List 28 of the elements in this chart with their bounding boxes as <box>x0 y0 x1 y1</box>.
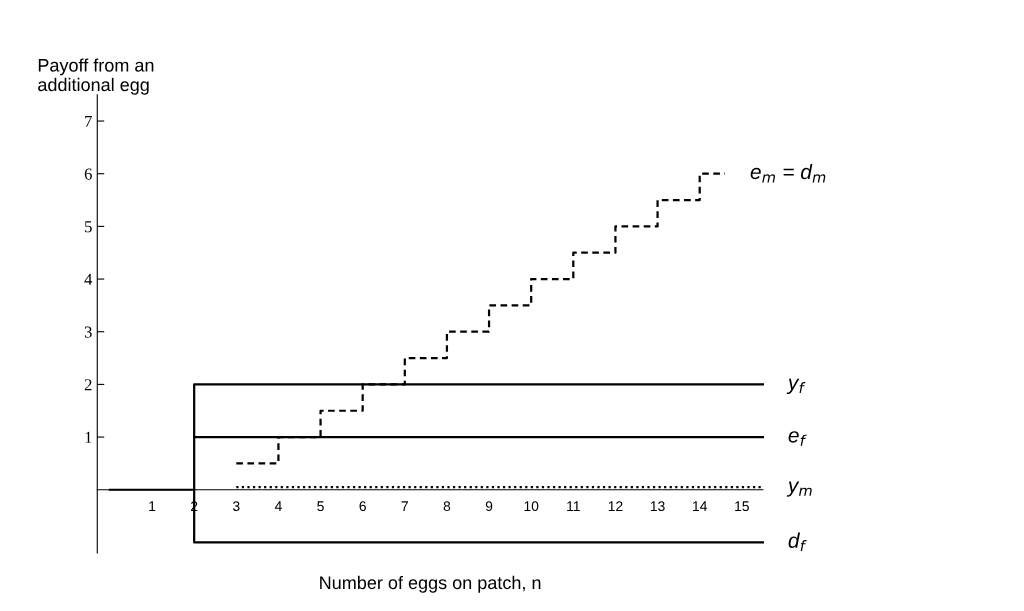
x-tick-label: 15 <box>735 501 749 512</box>
series-label: e$_{f}$ <box>788 431 807 446</box>
x-tick-label: 12 <box>608 501 623 511</box>
x-tick-label: 11 <box>567 501 580 511</box>
y-tick-label: 6 <box>84 168 92 180</box>
x-tick-label: 14 <box>693 501 708 511</box>
x-tick-label: 10 <box>524 501 539 512</box>
y-tick-label: 7 <box>85 115 92 127</box>
x-tick-label: 4 <box>274 501 282 511</box>
x-tick-label: 9 <box>485 501 493 512</box>
series-label: d$_{f}$ <box>788 532 807 552</box>
y-tick-label: 1 <box>85 431 92 443</box>
x-tick-label: 7 <box>401 501 408 511</box>
x-tick-label: 5 <box>317 501 324 512</box>
x-tick-label: 6 <box>359 501 366 512</box>
y-tick-label: 5 <box>85 221 92 233</box>
series-label: y$_{f}$ <box>786 378 806 395</box>
series-label: y$_{m}$ <box>786 481 812 497</box>
y-tick-label: 3 <box>84 326 92 338</box>
x-tick-label: 3 <box>232 501 240 512</box>
x-axis-title: Number of eggs on patch, n <box>320 575 541 593</box>
x-tick-label: 1 <box>149 501 156 511</box>
x-tick-label: 13 <box>650 501 665 512</box>
x-tick-label: 8 <box>443 501 451 512</box>
y-tick-label: 2 <box>84 379 92 391</box>
y-tick-label: 4 <box>84 273 93 285</box>
y-axis-title: Payoff from an additional egg <box>38 58 154 95</box>
series-label: e$_{m}$ = d$_{m}$ <box>750 163 826 183</box>
